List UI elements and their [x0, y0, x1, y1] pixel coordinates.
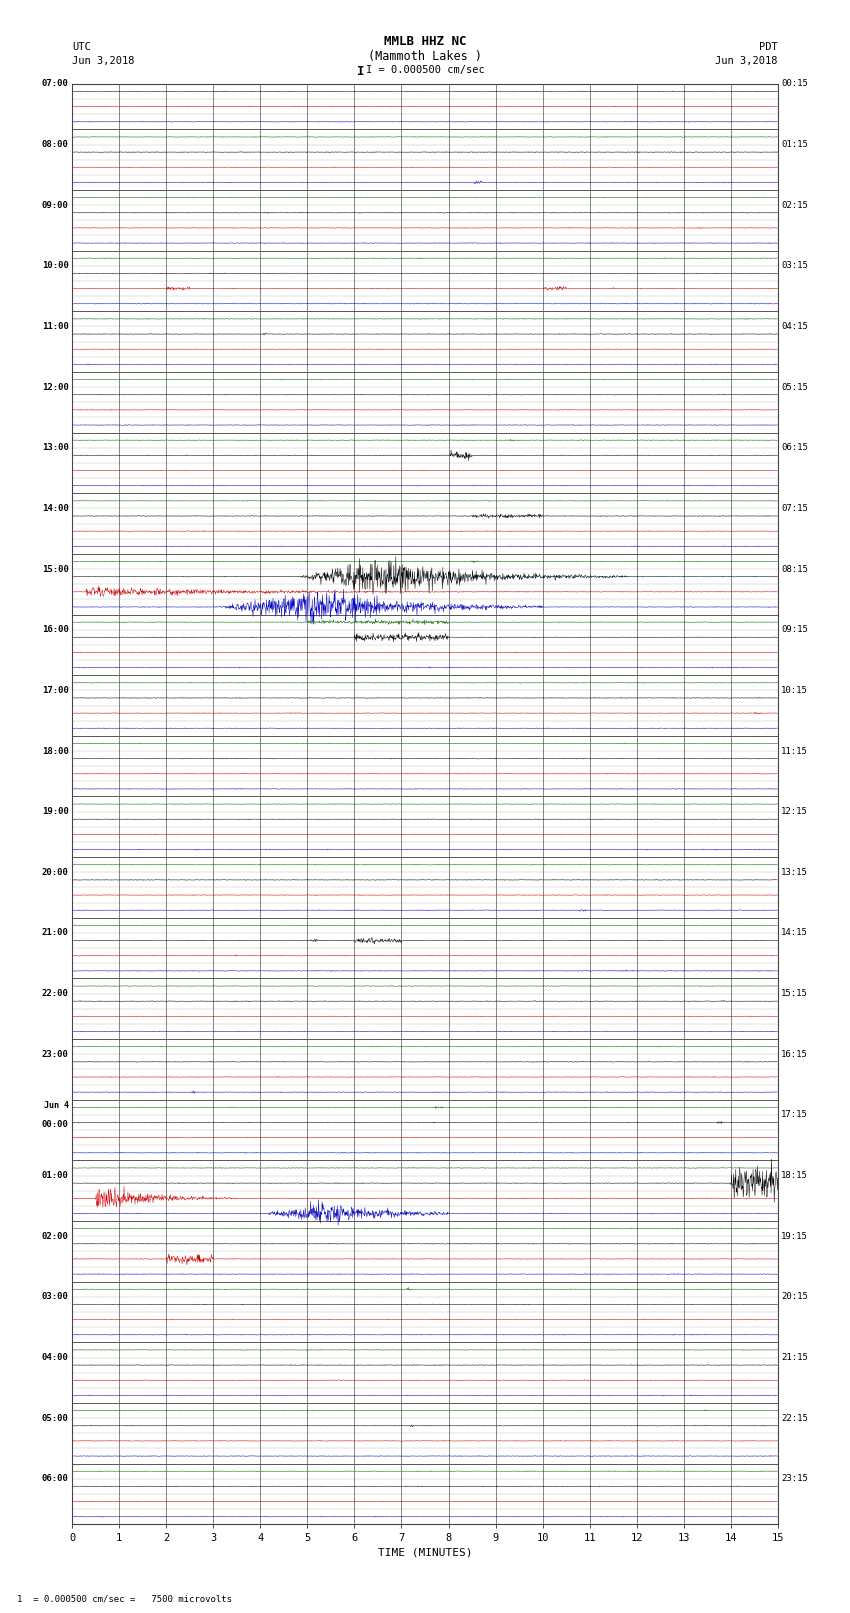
Text: 20:15: 20:15	[781, 1292, 808, 1302]
Text: 15:15: 15:15	[781, 989, 808, 998]
Text: 13:15: 13:15	[781, 868, 808, 877]
Text: 02:00: 02:00	[42, 1232, 69, 1240]
Text: 23:00: 23:00	[42, 1050, 69, 1058]
Text: 16:15: 16:15	[781, 1050, 808, 1058]
Text: 03:15: 03:15	[781, 261, 808, 271]
Text: 10:15: 10:15	[781, 686, 808, 695]
Text: 09:00: 09:00	[42, 200, 69, 210]
Text: 08:00: 08:00	[42, 140, 69, 148]
Text: 07:00: 07:00	[42, 79, 69, 89]
Text: 00:00: 00:00	[42, 1119, 69, 1129]
Text: 00:15: 00:15	[781, 79, 808, 89]
Text: 11:00: 11:00	[42, 323, 69, 331]
Text: 15:00: 15:00	[42, 565, 69, 574]
Text: 12:15: 12:15	[781, 806, 808, 816]
Text: 17:15: 17:15	[781, 1110, 808, 1119]
Text: 03:00: 03:00	[42, 1292, 69, 1302]
Text: Jun 3,2018: Jun 3,2018	[72, 56, 135, 66]
Text: PDT: PDT	[759, 42, 778, 52]
Text: 11:15: 11:15	[781, 747, 808, 755]
Text: 10:00: 10:00	[42, 261, 69, 271]
Text: 14:15: 14:15	[781, 929, 808, 937]
Text: 23:15: 23:15	[781, 1474, 808, 1484]
Text: MMLB HHZ NC: MMLB HHZ NC	[383, 35, 467, 48]
Text: 13:00: 13:00	[42, 444, 69, 452]
Text: 07:15: 07:15	[781, 503, 808, 513]
Text: 06:15: 06:15	[781, 444, 808, 452]
Text: 09:15: 09:15	[781, 626, 808, 634]
Text: 16:00: 16:00	[42, 626, 69, 634]
Text: 04:00: 04:00	[42, 1353, 69, 1361]
Text: 04:15: 04:15	[781, 323, 808, 331]
Text: 06:00: 06:00	[42, 1474, 69, 1484]
Text: 17:00: 17:00	[42, 686, 69, 695]
Text: 22:00: 22:00	[42, 989, 69, 998]
Text: 02:15: 02:15	[781, 200, 808, 210]
Text: 05:00: 05:00	[42, 1413, 69, 1423]
Text: 12:00: 12:00	[42, 382, 69, 392]
Text: 1  = 0.000500 cm/sec =   7500 microvolts: 1 = 0.000500 cm/sec = 7500 microvolts	[17, 1594, 232, 1603]
Text: 08:15: 08:15	[781, 565, 808, 574]
Text: (Mammoth Lakes ): (Mammoth Lakes )	[368, 50, 482, 63]
Text: 01:00: 01:00	[42, 1171, 69, 1181]
Text: 21:15: 21:15	[781, 1353, 808, 1361]
Text: Jun 3,2018: Jun 3,2018	[715, 56, 778, 66]
Text: 20:00: 20:00	[42, 868, 69, 877]
Text: UTC: UTC	[72, 42, 91, 52]
Text: 01:15: 01:15	[781, 140, 808, 148]
Text: 22:15: 22:15	[781, 1413, 808, 1423]
Text: I = 0.000500 cm/sec: I = 0.000500 cm/sec	[366, 65, 484, 74]
Text: 05:15: 05:15	[781, 382, 808, 392]
Text: 21:00: 21:00	[42, 929, 69, 937]
Text: Jun 4: Jun 4	[44, 1102, 69, 1110]
Text: 19:15: 19:15	[781, 1232, 808, 1240]
Text: 18:00: 18:00	[42, 747, 69, 755]
X-axis label: TIME (MINUTES): TIME (MINUTES)	[377, 1547, 473, 1558]
Text: 14:00: 14:00	[42, 503, 69, 513]
Text: I: I	[358, 65, 365, 77]
Text: 19:00: 19:00	[42, 806, 69, 816]
Text: 18:15: 18:15	[781, 1171, 808, 1181]
